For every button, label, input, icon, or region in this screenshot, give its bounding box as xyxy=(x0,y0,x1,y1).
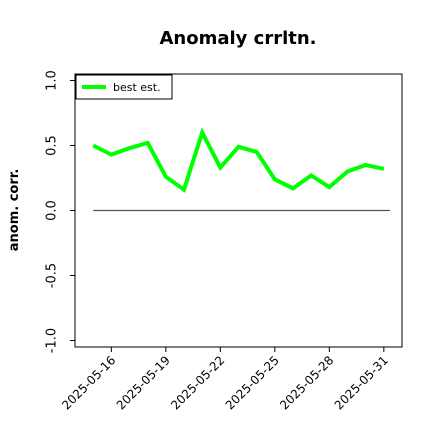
y-axis-label: anom. corr. xyxy=(7,169,22,252)
y-tick-label: 1.0 xyxy=(45,70,60,91)
series-line-0 xyxy=(92,127,385,193)
y-tick-label: -1.0 xyxy=(45,328,60,353)
x-tick-label: 2025-05-19 xyxy=(114,353,173,412)
x-tick-label: 2025-05-31 xyxy=(332,353,391,412)
x-tick-label: 2025-05-16 xyxy=(59,353,118,412)
chart-title: Anomaly crrltn. xyxy=(159,28,316,49)
y-tick-label: -0.5 xyxy=(45,263,60,288)
y-tick-label: 0.0 xyxy=(45,200,60,221)
legend-label: best est. xyxy=(113,81,161,94)
x-tick-label: 2025-05-25 xyxy=(223,353,282,412)
y-tick-label: 0.5 xyxy=(45,135,60,156)
legend: best est. xyxy=(75,74,173,100)
x-tick-label: 2025-05-28 xyxy=(277,353,336,412)
x-tick-label: 2025-05-22 xyxy=(168,353,227,412)
